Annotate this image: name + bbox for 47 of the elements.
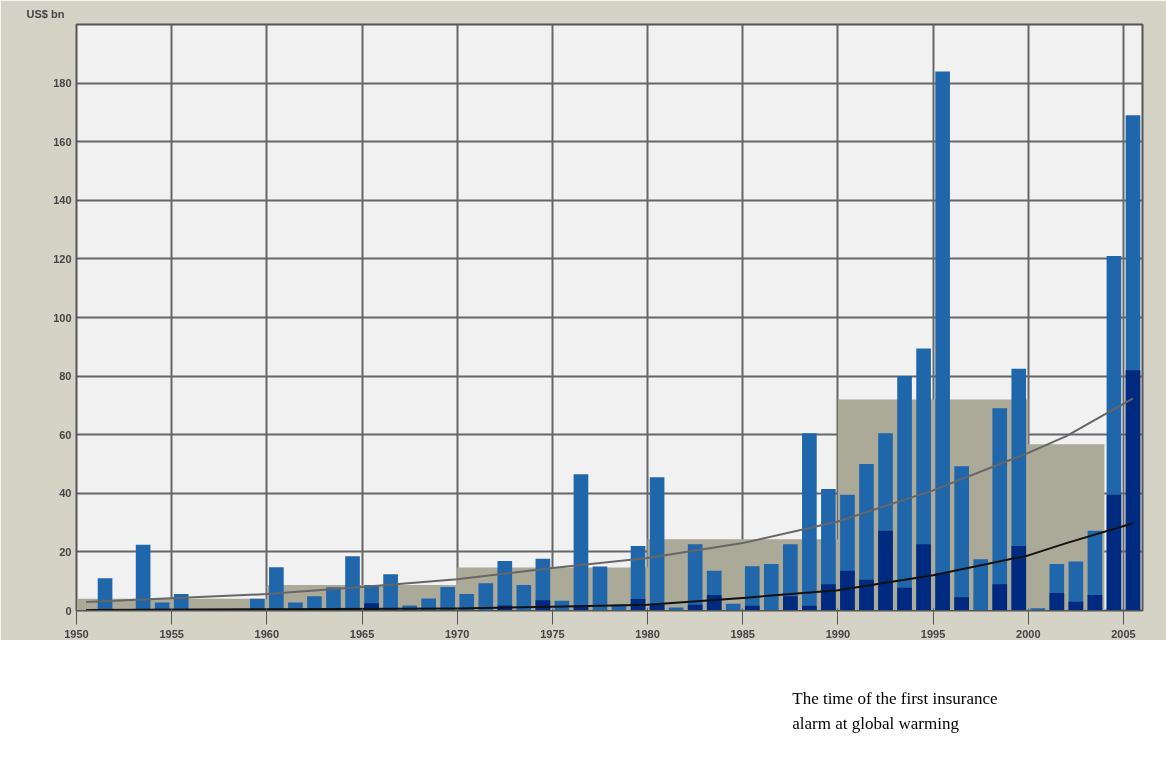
bar [763,563,779,611]
x-tick-label: 1995 [920,627,946,640]
bar [1106,494,1122,611]
y-tick-label: 140 [53,194,72,207]
x-tick-label: 1985 [730,627,755,640]
x-tick-label: 1975 [540,627,565,640]
y-tick-label: 40 [59,487,72,500]
line-series [85,522,1134,611]
x-tick-label: 1960 [254,627,280,640]
y-tick-label: 0 [65,604,72,617]
x-tick-label: 1955 [159,627,184,640]
bar [725,603,741,611]
x-tick-label: 1990 [825,627,851,640]
y-tick-label: 180 [53,77,72,90]
y-axis-title: US$ bn [26,7,65,20]
x-tick-label: 1950 [64,627,89,640]
x-tick-label: 2000 [1016,627,1041,640]
bar [1049,592,1065,611]
x-tick-label: 1980 [635,627,660,640]
x-tick-label: 1970 [444,627,470,640]
bar [783,596,798,611]
bar [859,579,874,611]
bar [135,544,151,611]
bar [878,530,893,611]
bar [973,559,989,611]
bar [840,570,855,611]
y-tick-label: 80 [59,370,72,383]
bar [1087,594,1103,611]
x-tick-label: 1965 [349,627,375,640]
bar [345,556,360,611]
y-tick-label: 60 [59,428,72,441]
bar [1011,546,1027,611]
bar [897,587,912,611]
x-tick-label: 2005 [1111,627,1136,640]
y-tick-label: 20 [59,545,72,558]
bar [1125,370,1141,611]
text: The time of the first insurance alarm at global warming [792,689,998,733]
bar [992,584,1008,611]
bar [935,573,950,611]
bar [478,583,494,611]
y-tick-label: 160 [53,135,72,148]
y-tick-label: 120 [53,252,72,265]
bar [954,597,969,611]
bar [916,544,931,611]
bar [821,584,836,611]
y-tick-label: 100 [53,311,72,324]
bar [440,587,456,611]
